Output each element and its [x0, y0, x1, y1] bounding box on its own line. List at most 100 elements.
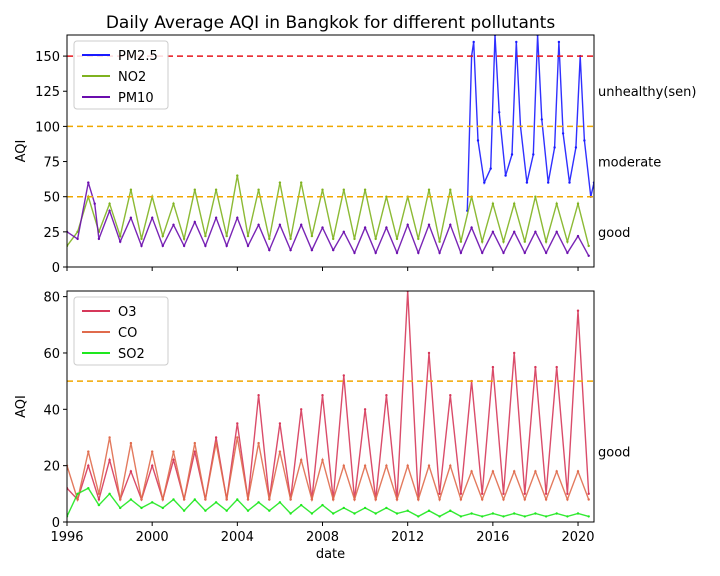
data-point: [374, 237, 377, 241]
data-point: [449, 509, 452, 512]
data-point: [310, 234, 314, 238]
data-point: [363, 226, 367, 229]
data-point: [342, 374, 345, 377]
data-point: [172, 498, 175, 501]
data-point: [583, 139, 586, 142]
data-point: [544, 492, 548, 495]
data-point: [161, 506, 164, 510]
data-point: [385, 226, 388, 229]
data-point: [289, 237, 292, 241]
data-point: [321, 226, 324, 229]
data-point: [119, 498, 122, 501]
data-point: [87, 181, 90, 184]
data-point: [491, 512, 495, 515]
data-point: [278, 450, 282, 453]
data-point: [568, 181, 571, 184]
data-point: [214, 188, 218, 191]
data-point: [513, 202, 516, 205]
data-point: [385, 195, 388, 198]
data-point: [268, 248, 271, 252]
data-point: [321, 394, 324, 397]
data-point: [534, 512, 537, 515]
y-tick-label: 150: [35, 50, 60, 65]
data-point: [236, 174, 239, 177]
data-point: [395, 498, 399, 501]
data-point: [395, 512, 399, 515]
data-point: [491, 202, 495, 205]
series-line-so2: [67, 487, 589, 518]
data-point: [532, 153, 535, 156]
data-point: [300, 503, 303, 507]
plot-area-2: [67, 291, 594, 518]
data-point: [385, 464, 388, 467]
data-point: [513, 512, 516, 515]
data-point: [129, 441, 133, 445]
y-tick-label: 20: [43, 460, 60, 475]
y-tick-label: 0: [52, 261, 60, 276]
data-point: [214, 501, 218, 504]
data-point: [300, 408, 303, 411]
data-point: [268, 509, 271, 512]
data-point: [300, 458, 303, 462]
x-tick-label: 2020: [561, 530, 594, 545]
data-point: [193, 220, 196, 224]
data-point: [204, 498, 207, 501]
data-point: [246, 509, 250, 512]
data-point: [161, 498, 164, 501]
legend-label: CO: [118, 326, 137, 341]
data-point: [151, 501, 154, 504]
data-point: [129, 188, 133, 191]
data-point: [395, 237, 399, 241]
data-point: [225, 509, 228, 512]
data-point: [289, 512, 292, 515]
data-point: [587, 244, 590, 248]
series-line-o3: [67, 291, 590, 502]
band-label-moderate: moderate: [598, 156, 661, 171]
y-axis-label: AQI: [14, 140, 29, 163]
data-point: [97, 503, 101, 507]
data-point: [140, 506, 143, 510]
data-point: [406, 509, 409, 512]
data-point: [438, 492, 441, 495]
data-point: [214, 441, 218, 445]
data-point: [87, 450, 90, 453]
data-point: [310, 498, 314, 501]
data-point: [236, 436, 239, 439]
data-point: [151, 216, 154, 219]
data-point: [257, 441, 260, 445]
data-point: [510, 153, 514, 156]
data-point: [481, 492, 484, 495]
data-point: [278, 181, 282, 184]
data-point: [172, 450, 175, 453]
data-point: [544, 498, 548, 501]
data-point: [513, 230, 516, 233]
data-point: [257, 188, 260, 191]
data-point: [459, 240, 463, 243]
x-axis-label: date: [316, 547, 345, 562]
data-point: [489, 167, 492, 170]
chart-title: Daily Average AQI in Bangkok for differe…: [106, 13, 556, 33]
data-point: [555, 470, 558, 473]
series-line-no2: [67, 175, 590, 247]
y-tick-label: 125: [35, 85, 60, 100]
data-point: [481, 498, 484, 501]
data-point: [193, 441, 196, 445]
data-point: [182, 509, 186, 512]
data-point: [278, 223, 282, 226]
data-point: [76, 237, 79, 241]
data-point: [513, 470, 516, 473]
data-point: [513, 351, 516, 355]
y-tick-label: 75: [43, 156, 60, 171]
data-point: [97, 237, 101, 241]
data-point: [459, 251, 463, 255]
data-point: [268, 237, 271, 241]
data-point: [395, 251, 399, 255]
data-point: [427, 223, 431, 226]
data-point: [76, 492, 79, 495]
data-point: [182, 244, 186, 248]
data-point: [161, 244, 164, 248]
data-point: [587, 492, 590, 495]
series-line-pm25: [466, 35, 594, 211]
